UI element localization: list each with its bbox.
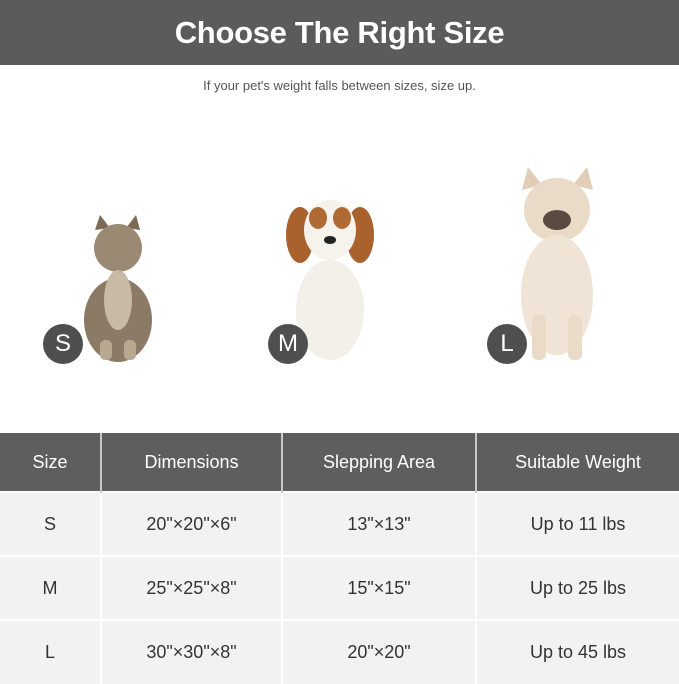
cell-weight: Up to 25 lbs: [476, 555, 679, 620]
cell-size: L: [0, 619, 102, 684]
cell-dimensions: 20"×20"×6": [101, 491, 283, 556]
cat-image: [84, 215, 152, 362]
size-badge-l: L: [487, 324, 527, 364]
col-size: Size: [0, 433, 102, 492]
size-badge-m: M: [268, 324, 308, 364]
cell-weight: Up to 45 lbs: [476, 619, 679, 684]
cell-dimensions: 25"×25"×8": [101, 555, 283, 620]
subtitle: If your pet's weight falls between sizes…: [203, 78, 476, 93]
cell-size: M: [0, 555, 102, 620]
cell-dimensions: 30"×30"×8": [101, 619, 283, 684]
cell-weight: Up to 11 lbs: [476, 491, 679, 556]
col-weight: Suitable Weight: [476, 433, 679, 492]
table-header-row: Size Dimensions Slepping Area Suitable W…: [0, 433, 679, 492]
cell-sleeping-area: 15"×15": [282, 555, 477, 620]
cell-sleeping-area: 13"×13": [282, 491, 477, 556]
size-badge-s: S: [43, 324, 83, 364]
col-dimensions: Dimensions: [101, 433, 283, 492]
size-table: Size Dimensions Slepping Area Suitable W…: [0, 433, 679, 684]
spaniel-image: [286, 200, 374, 360]
table-row: S 20"×20"×6" 13"×13" Up to 11 lbs: [0, 491, 679, 556]
cell-size: S: [0, 491, 102, 556]
table-row: M 25"×25"×8" 15"×15" Up to 25 lbs: [0, 555, 679, 620]
page-title: Choose The Right Size: [174, 14, 505, 50]
col-sleeping-area: Slepping Area: [282, 433, 477, 492]
cell-sleeping-area: 20"×20": [282, 619, 477, 684]
bulldog-image: [521, 167, 593, 360]
title-banner: Choose The Right Size: [0, 0, 679, 65]
table-row: L 30"×30"×8" 20"×20" Up to 45 lbs: [0, 619, 679, 684]
